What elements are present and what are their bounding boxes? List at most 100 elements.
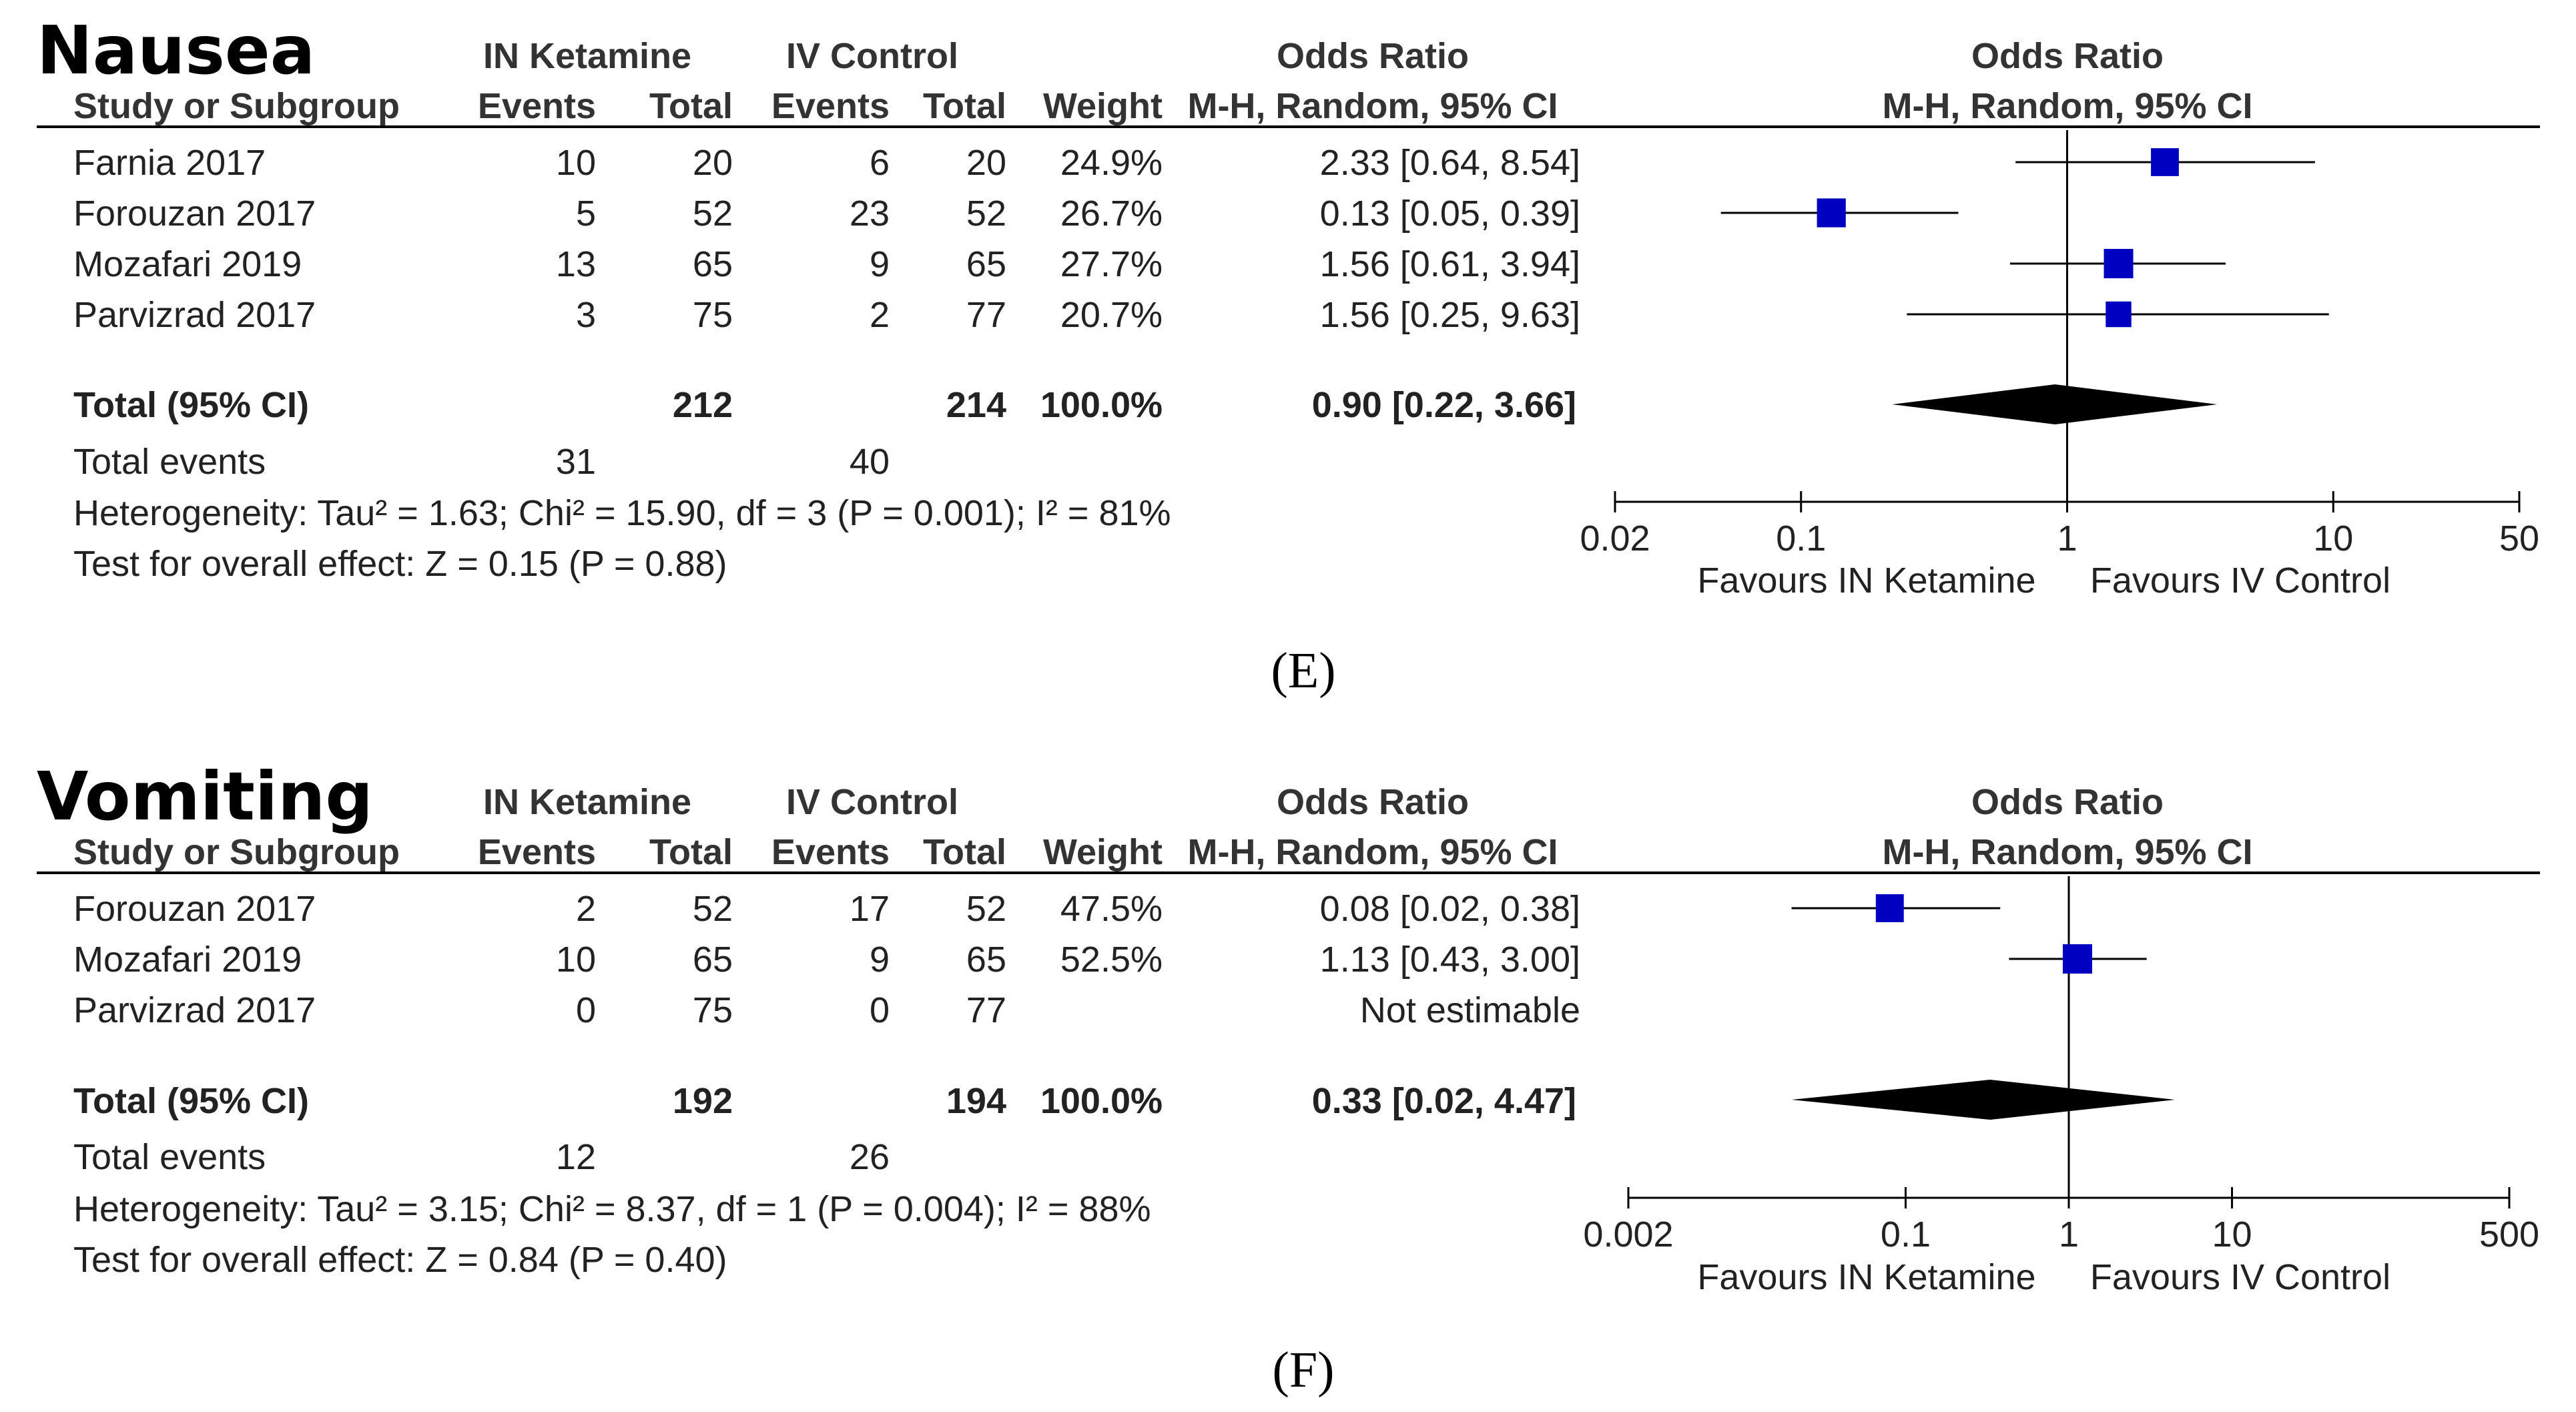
ci-text: 1.56 [0.25, 9.63] [1320, 295, 1580, 335]
col-header-ctl-events: Events [771, 86, 890, 126]
col-header-ctl-total: Total [923, 86, 1006, 126]
favours-right-label: Favours IV Control [2090, 561, 2390, 601]
group-header-ctl: IV Control [786, 782, 958, 822]
col-header-study: Study or Subgroup [73, 832, 400, 872]
forest-plot-vomiting: Vomiting IN Ketamine IV Control Odds Rat… [37, 757, 2540, 1398]
table-row: Parvizrad 2017 3 75 2 77 20.7% 1.56 [0.25, 9.6… [73, 295, 1580, 335]
x-tick-label: 0.1 [1881, 1214, 1931, 1255]
weight: 47.5% [1060, 889, 1163, 929]
ci-text: 1.13 [0.43, 3.00] [1320, 940, 1580, 980]
ci-text: Not estimable [1360, 990, 1580, 1030]
study-point [2062, 944, 2092, 974]
plot-header-method: M-H, Random, 95% CI [1882, 832, 2252, 872]
ctl-events: 6 [870, 143, 890, 183]
plot-header-method: M-H, Random, 95% CI [1882, 86, 2252, 126]
total-events-ctl: 26 [850, 1137, 890, 1177]
total-events-exp: 31 [556, 442, 596, 482]
study-name: Parvizrad 2017 [73, 295, 316, 335]
ctl-events: 0 [870, 990, 890, 1030]
heterogeneity-text: Heterogeneity: Tau² = 3.15; Chi² = 8.37,… [73, 1189, 1151, 1229]
favours-left-label: Favours IN Ketamine [1697, 561, 2035, 601]
ctl-total: 52 [966, 194, 1006, 234]
ctl-events: 2 [870, 295, 890, 335]
weight: 20.7% [1060, 295, 1163, 335]
ctl-total: 65 [966, 940, 1006, 980]
exp-events: 13 [556, 244, 596, 284]
panel-title: Nausea [37, 11, 315, 89]
ci-text: 2.33 [0.64, 8.54] [1320, 143, 1580, 183]
exp-events: 5 [576, 194, 596, 234]
table-row: Mozafari 2019 13 65 9 65 27.7% 1.56 [0.61, 3.9… [73, 244, 1580, 284]
x-tick-label: 50 [2499, 518, 2539, 559]
ctl-total: 65 [966, 244, 1006, 284]
col-header-exp-total: Total [649, 832, 733, 872]
study-point [2106, 301, 2132, 328]
plot-header-title: Odds Ratio [1971, 782, 2164, 822]
weight: 27.7% [1060, 244, 1163, 284]
ci-text: 0.13 [0.05, 0.39] [1320, 194, 1580, 234]
table-row: Farnia 2017 10 20 6 20 24.9% 2.33 [0.64, 8.54] [73, 143, 1580, 183]
forest-plot-nausea: Nausea IN Ketamine IV Control Odds Ratio… [37, 11, 2540, 699]
study-name: Parvizrad 2017 [73, 990, 316, 1030]
pooled-diamond [1791, 1080, 2176, 1120]
total-exp-total: 212 [673, 385, 733, 425]
study-name: Farnia 2017 [73, 143, 266, 183]
group-header-ctl: IV Control [786, 36, 958, 76]
total-weight: 100.0% [1040, 1081, 1163, 1121]
ctl-total: 20 [966, 143, 1006, 183]
plot-area: 0.002 0.1 1 10 500 [1583, 876, 2539, 1255]
col-header-exp-events: Events [478, 86, 596, 126]
overall-effect-text: Test for overall effect: Z = 0.15 (P = 0… [73, 544, 727, 584]
exp-total: 52 [693, 194, 733, 234]
total-label: Total (95% CI) [73, 385, 309, 425]
total-events-label: Total events [73, 442, 266, 482]
total-ci-text: 0.90 [0.22, 3.66] [1312, 385, 1576, 425]
weight: 24.9% [1060, 143, 1163, 183]
ctl-total: 77 [966, 295, 1006, 335]
ctl-events: 9 [870, 940, 890, 980]
total-exp-total: 192 [673, 1081, 733, 1121]
pooled-diamond [1892, 384, 2218, 424]
x-tick-label: 0.002 [1583, 1214, 1673, 1255]
col-header-exp-events: Events [478, 832, 596, 872]
total-ctl-total: 194 [946, 1081, 1006, 1121]
study-point [2104, 249, 2134, 278]
study-name: Forouzan 2017 [73, 194, 316, 234]
or-header-title: Odds Ratio [1277, 782, 1469, 822]
exp-total: 65 [693, 244, 733, 284]
ctl-events: 17 [850, 889, 890, 929]
total-label: Total (95% CI) [73, 1081, 309, 1121]
exp-total: 75 [693, 990, 733, 1030]
ctl-total: 77 [966, 990, 1006, 1030]
table-row: Mozafari 2019 10 65 9 65 52.5% 1.13 [0.43, 3.0… [73, 940, 1580, 980]
panel-title: Vomiting [37, 757, 373, 835]
exp-total: 52 [693, 889, 733, 929]
x-tick-label: 10 [2313, 518, 2353, 559]
panel-label: (E) [1271, 643, 1335, 699]
plot-header-title: Odds Ratio [1971, 36, 2164, 76]
study-name: Forouzan 2017 [73, 889, 316, 929]
study-name: Mozafari 2019 [73, 940, 302, 980]
table-row: Forouzan 2017 2 52 17 52 47.5% 0.08 [0.02, 0.3… [73, 889, 1580, 929]
or-header-method: M-H, Random, 95% CI [1187, 832, 1558, 872]
favours-left-label: Favours IN Ketamine [1697, 1257, 2035, 1297]
group-header-exp: IN Ketamine [483, 36, 691, 76]
ci-text: 1.56 [0.61, 3.94] [1320, 244, 1580, 284]
x-tick-label: 0.02 [1580, 518, 1650, 559]
total-ci-text: 0.33 [0.02, 4.47] [1312, 1081, 1576, 1121]
overall-effect-text: Test for overall effect: Z = 0.84 (P = 0… [73, 1240, 727, 1280]
table-row: Parvizrad 2017 0 75 0 77 Not estimable [73, 990, 1580, 1030]
ctl-events: 9 [870, 244, 890, 284]
panel-label: (F) [1273, 1342, 1335, 1398]
heterogeneity-text: Heterogeneity: Tau² = 1.63; Chi² = 15.90… [73, 493, 1171, 533]
total-events-exp: 12 [556, 1137, 596, 1177]
exp-total: 65 [693, 940, 733, 980]
exp-events: 10 [556, 940, 596, 980]
plot-area: 0.02 0.1 1 10 50 [1580, 130, 2539, 559]
weight: 26.7% [1060, 194, 1163, 234]
total-events-ctl: 40 [850, 442, 890, 482]
col-header-weight: Weight [1043, 86, 1163, 126]
or-header-method: M-H, Random, 95% CI [1187, 86, 1558, 126]
col-header-ctl-events: Events [771, 832, 890, 872]
